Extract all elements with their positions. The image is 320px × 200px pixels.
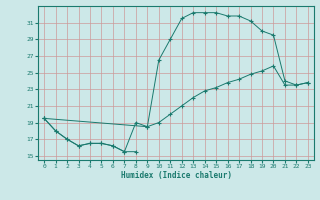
X-axis label: Humidex (Indice chaleur): Humidex (Indice chaleur) xyxy=(121,171,231,180)
